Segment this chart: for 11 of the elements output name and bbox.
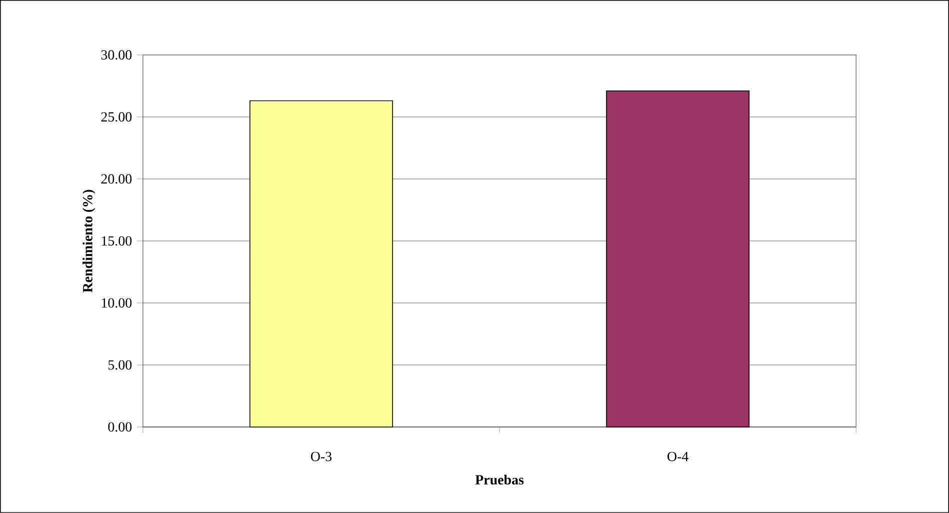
x-tick-label: O-4	[668, 452, 688, 462]
y-tick-label: 0.00	[108, 422, 132, 432]
y-tick-label: 30.00	[101, 50, 132, 60]
y-tick-label: 10.00	[102, 298, 132, 308]
y-tick-label: 5.00	[108, 360, 132, 370]
y-axis-title: Rendimiento (%)	[82, 190, 96, 292]
y-tick-label: 15.00	[102, 236, 132, 246]
y-tick-label: 20.00	[101, 174, 132, 184]
x-tick-label: O-3	[310, 452, 332, 462]
x-axis-title: Pruebas	[475, 474, 524, 485]
y-tick-label: 25.00	[101, 112, 132, 122]
